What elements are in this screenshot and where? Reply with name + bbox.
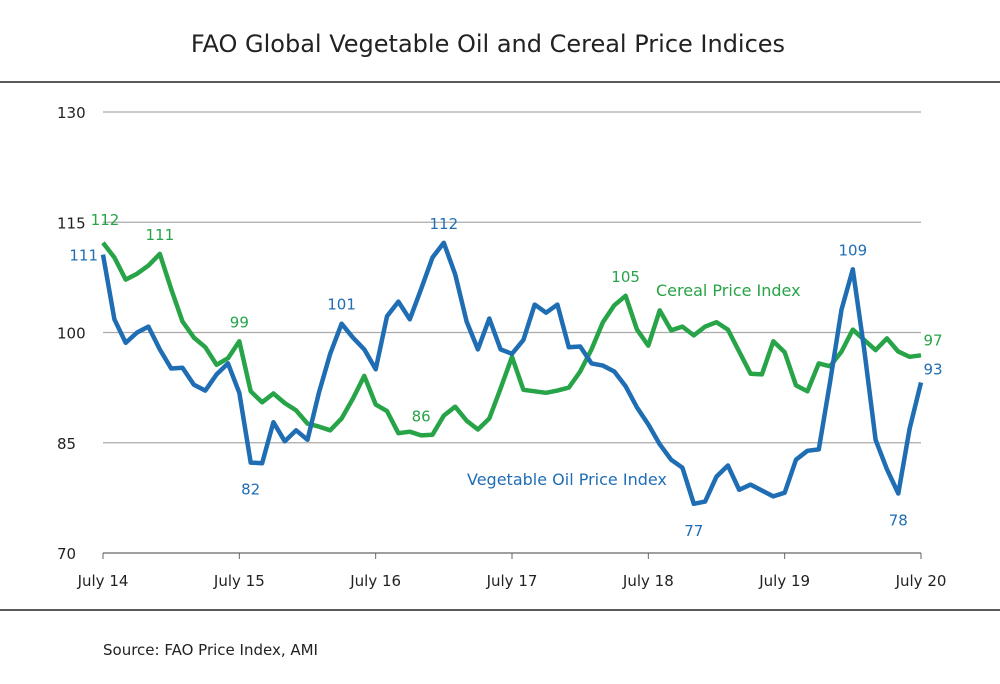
data-label: 78	[889, 511, 908, 529]
x-tick-label: July 20	[895, 572, 947, 590]
x-tick-label: July 18	[622, 572, 674, 590]
data-label: 82	[241, 481, 260, 499]
data-label: 93	[923, 360, 942, 378]
x-tick-label: July 19	[758, 572, 810, 590]
data-label: 97	[923, 331, 942, 349]
legend-label-vegetable-oil: Vegetable Oil Price Index	[467, 470, 667, 489]
cereal-price-line	[101, 241, 922, 438]
data-label: 105	[611, 268, 640, 286]
data-label: 101	[327, 296, 356, 314]
chart-title: FAO Global Vegetable Oil and Cereal Pric…	[191, 30, 785, 58]
legend-label-cereal: Cereal Price Index	[656, 281, 801, 300]
x-tick-label: July 16	[349, 572, 401, 590]
x-tick-label: July 17	[486, 572, 538, 590]
data-label: 111	[145, 226, 174, 244]
data-label: 112	[91, 211, 120, 229]
source-note: Source: FAO Price Index, AMI	[103, 641, 318, 659]
vegetable-oil-price-line	[100, 240, 924, 507]
data-label: 99	[230, 313, 249, 331]
x-tick-label: July 15	[213, 572, 265, 590]
y-tick-label: 115	[57, 214, 86, 232]
x-tick-label: July 14	[77, 572, 129, 590]
data-label: 111	[69, 247, 98, 265]
data-label: 77	[684, 522, 703, 540]
data-label: 109	[839, 241, 868, 259]
y-tick-label: 85	[57, 435, 76, 453]
data-label: 86	[412, 407, 431, 425]
y-tick-label: 100	[57, 325, 86, 343]
data-label: 112	[430, 215, 459, 233]
y-tick-label: 130	[57, 104, 86, 122]
y-tick-label: 70	[57, 545, 76, 563]
